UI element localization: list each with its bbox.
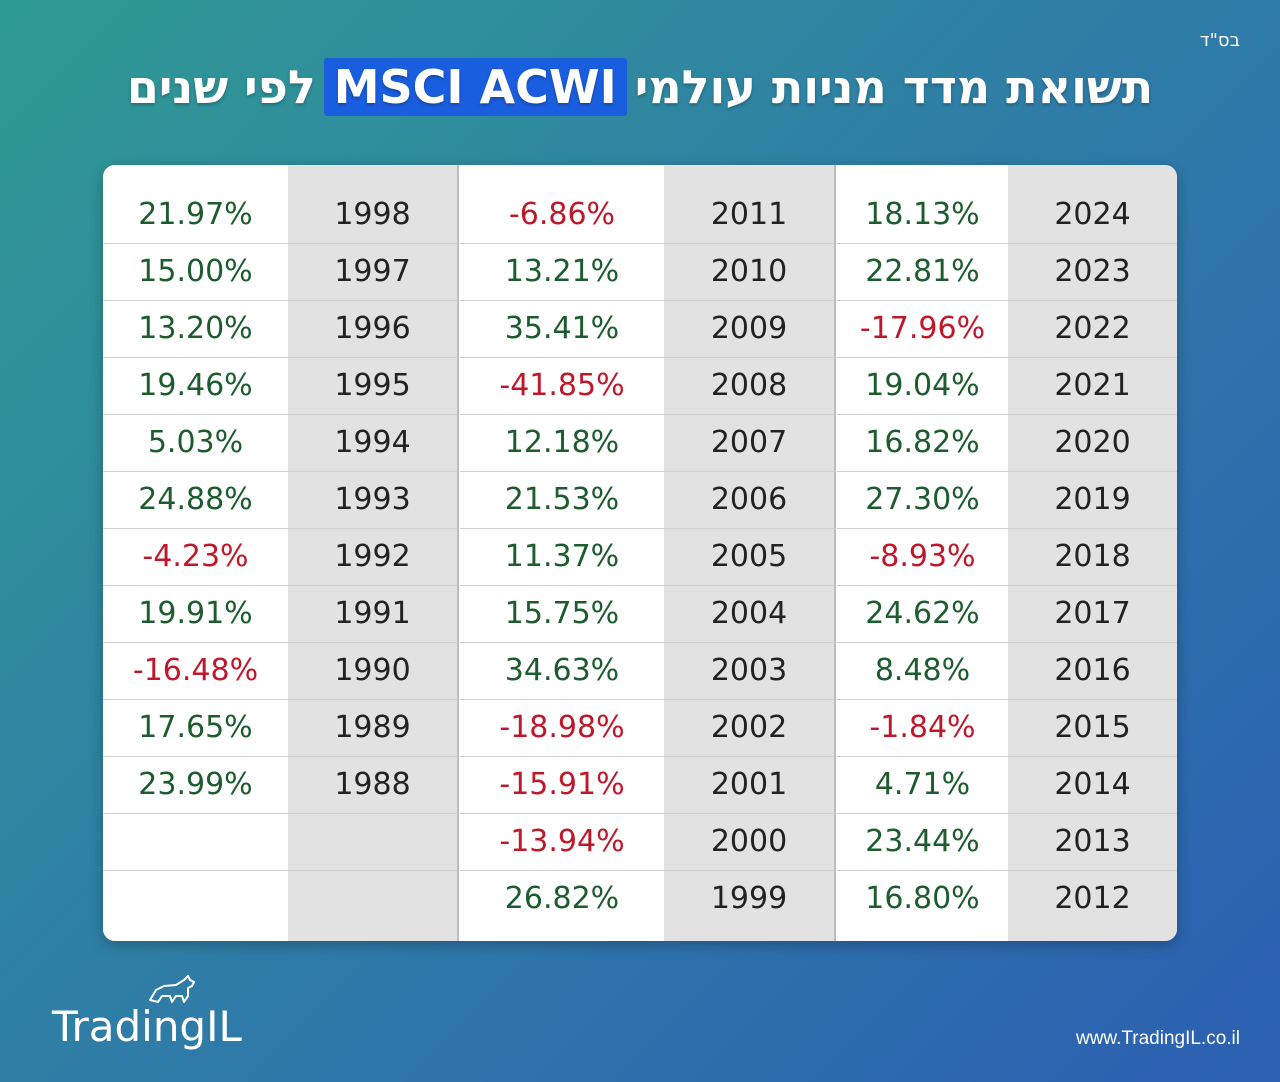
return-cell: 11.37% — [460, 528, 664, 586]
year-cell: 2014 — [1008, 756, 1177, 814]
return-cell: 18.13% — [837, 186, 1008, 244]
year-cell: 2023 — [1008, 243, 1177, 301]
return-cell: -16.48% — [103, 642, 288, 700]
return-cell: -13.94% — [460, 813, 664, 871]
year-cell: 2018 — [1008, 528, 1177, 586]
year-cell: 2008 — [664, 357, 834, 415]
year-cell: 1999 — [710, 881, 788, 916]
year-cell: 2011 — [664, 186, 834, 244]
return-cell: 23.44% — [837, 813, 1008, 871]
return-cell: 23.99% — [103, 756, 288, 814]
year-cell: 2007 — [664, 414, 834, 472]
year-cell: 1990 — [288, 642, 457, 700]
year-column: 1998 1997 1996 1995 1994 1993 1992 1991 1990 1989… — [288, 165, 457, 941]
return-cell: 19.91% — [103, 585, 288, 643]
return-cell: 27.30% — [837, 471, 1008, 529]
title-before: תשואת מדד מניות עולמי — [634, 60, 1154, 114]
year-column: 2011 2010 2009 2008 2007 2006 2005 2004 2003 2002… — [664, 165, 834, 941]
return-cell — [103, 813, 288, 871]
return-cell: 15.00% — [103, 243, 288, 301]
return-column: 21.97% 15.00% 13.20% 19.46% 5.03% 24.88% -4.23… — [103, 165, 288, 941]
year-cell: 2009 — [664, 300, 834, 358]
return-cell: 19.46% — [103, 357, 288, 415]
return-cell: -4.23% — [103, 528, 288, 586]
title-highlight: MSCI ACWI — [323, 58, 627, 116]
year-cell — [288, 813, 457, 871]
return-cell: 4.71% — [837, 756, 1008, 814]
year-cell: 2012 — [1054, 881, 1131, 916]
year-cell: 2021 — [1008, 357, 1177, 415]
return-cell: 21.53% — [460, 471, 664, 529]
year-cell — [288, 870, 457, 927]
return-cell: 22.81% — [837, 243, 1008, 301]
year-cell: 2002 — [664, 699, 834, 757]
return-cell: -8.93% — [837, 528, 1008, 586]
return-cell: 13.20% — [103, 300, 288, 358]
return-cell: 13.21% — [460, 243, 664, 301]
year-cell: 2006 — [664, 471, 834, 529]
year-cell: 1991 — [288, 585, 457, 643]
return-cell: 5.03% — [103, 414, 288, 472]
year-cell: 1995 — [288, 357, 457, 415]
year-cell: 1993 — [288, 471, 457, 529]
return-cell: 17.65% — [103, 699, 288, 757]
returns-table: 18.13% 22.81% -17.96% 19.04% 16.82% 27.30% -8.… — [103, 165, 1177, 941]
return-cell: 26.82% — [504, 881, 620, 916]
return-cell: -1.84% — [837, 699, 1008, 757]
year-cell: 2010 — [664, 243, 834, 301]
return-cell: 19.04% — [837, 357, 1008, 415]
column-divider — [834, 165, 836, 941]
year-cell: 1996 — [288, 300, 457, 358]
return-cell: -17.96% — [837, 300, 1008, 358]
year-cell: 1988 — [288, 756, 457, 814]
return-cell: 24.88% — [103, 471, 288, 529]
logo: TradingIL — [52, 970, 242, 1060]
title-after: לפי שנים — [126, 60, 316, 114]
year-cell: 2024 — [1008, 186, 1177, 244]
return-cell: 16.80% — [865, 881, 980, 916]
return-cell: 21.97% — [103, 186, 288, 244]
year-cell: 2013 — [1008, 813, 1177, 871]
page-title: תשואת מדד מניות עולמי MSCI ACWI לפי שנים — [0, 58, 1280, 116]
return-cell: -6.86% — [460, 186, 664, 244]
return-cell: 16.82% — [837, 414, 1008, 472]
year-cell: 2000 — [664, 813, 834, 871]
return-column: -6.86% 13.21% 35.41% -41.85% 12.18% 21.53% 11.… — [460, 165, 664, 941]
return-column: 18.13% 22.81% -17.96% 19.04% 16.82% 27.30% -8.… — [837, 165, 1008, 941]
column-divider — [457, 165, 459, 941]
return-cell: -18.98% — [460, 699, 664, 757]
return-cell — [103, 870, 288, 927]
year-cell: 1998 — [288, 186, 457, 244]
year-cell: 2022 — [1008, 300, 1177, 358]
return-cell: 35.41% — [460, 300, 664, 358]
bull-icon — [149, 975, 195, 1003]
year-cell: 2020 — [1008, 414, 1177, 472]
website-url[interactable]: www.TradingIL.co.il — [1075, 1028, 1240, 1049]
year-cell: 1992 — [288, 528, 457, 586]
return-cell: 24.62% — [837, 585, 1008, 643]
year-cell: 2001 — [664, 756, 834, 814]
return-cell: 34.63% — [460, 642, 664, 700]
year-cell: 1989 — [288, 699, 457, 757]
return-cell: 12.18% — [460, 414, 664, 472]
year-cell: 2003 — [664, 642, 834, 700]
year-cell: 2017 — [1008, 585, 1177, 643]
return-cell: -41.85% — [460, 357, 664, 415]
year-cell: 2004 — [664, 585, 834, 643]
bsd-label: בס"ד — [1199, 30, 1240, 51]
return-cell: -15.91% — [460, 756, 664, 814]
year-cell: 1994 — [288, 414, 457, 472]
year-cell: 2005 — [664, 528, 834, 586]
return-cell: 8.48% — [837, 642, 1008, 700]
year-cell: 2016 — [1008, 642, 1177, 700]
return-cell: 15.75% — [460, 585, 664, 643]
year-cell: 1997 — [288, 243, 457, 301]
year-column: 2024 2023 2022 2021 2020 2019 2018 2017 2016 2015… — [1008, 165, 1177, 941]
year-cell: 2019 — [1008, 471, 1177, 529]
year-cell: 2015 — [1008, 699, 1177, 757]
logo-text: TradingIL — [52, 1002, 242, 1051]
